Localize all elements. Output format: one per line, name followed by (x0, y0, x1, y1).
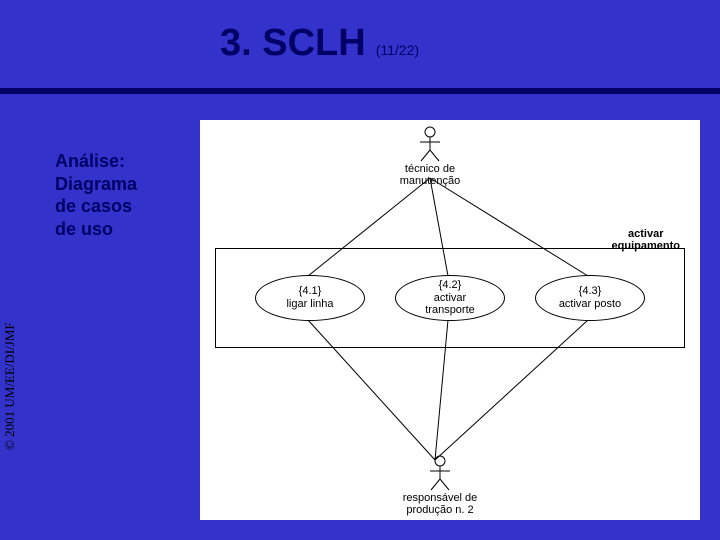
slide-title: 3. SCLH (11/22) (220, 22, 419, 65)
actor-responsavel: responsável deprodução n. 2 (380, 455, 500, 516)
stick-figure-icon (416, 126, 444, 162)
actor-label: responsável deprodução n. 2 (380, 492, 500, 516)
stick-figure-icon (426, 455, 454, 491)
usecase-activar-posto: {4.3}activar posto (535, 275, 645, 321)
title-underline (0, 88, 720, 94)
title-main: 3. SCLH (220, 22, 366, 65)
subtitle: Análise:Diagramade casosde uso (55, 150, 137, 240)
usecase-activar-transporte: {4.2}activartransporte (395, 275, 505, 321)
copyright: © 2001 UM/EE/DI/JMF (2, 322, 18, 450)
usecase-diagram: técnico demanutenção activarequipamento … (200, 120, 700, 520)
actor-label: técnico demanutenção (380, 163, 480, 187)
actor-tecnico: técnico demanutenção (380, 126, 480, 187)
usecase-ligar-linha: {4.1}ligar linha (255, 275, 365, 321)
title-progress: (11/22) (376, 42, 419, 58)
